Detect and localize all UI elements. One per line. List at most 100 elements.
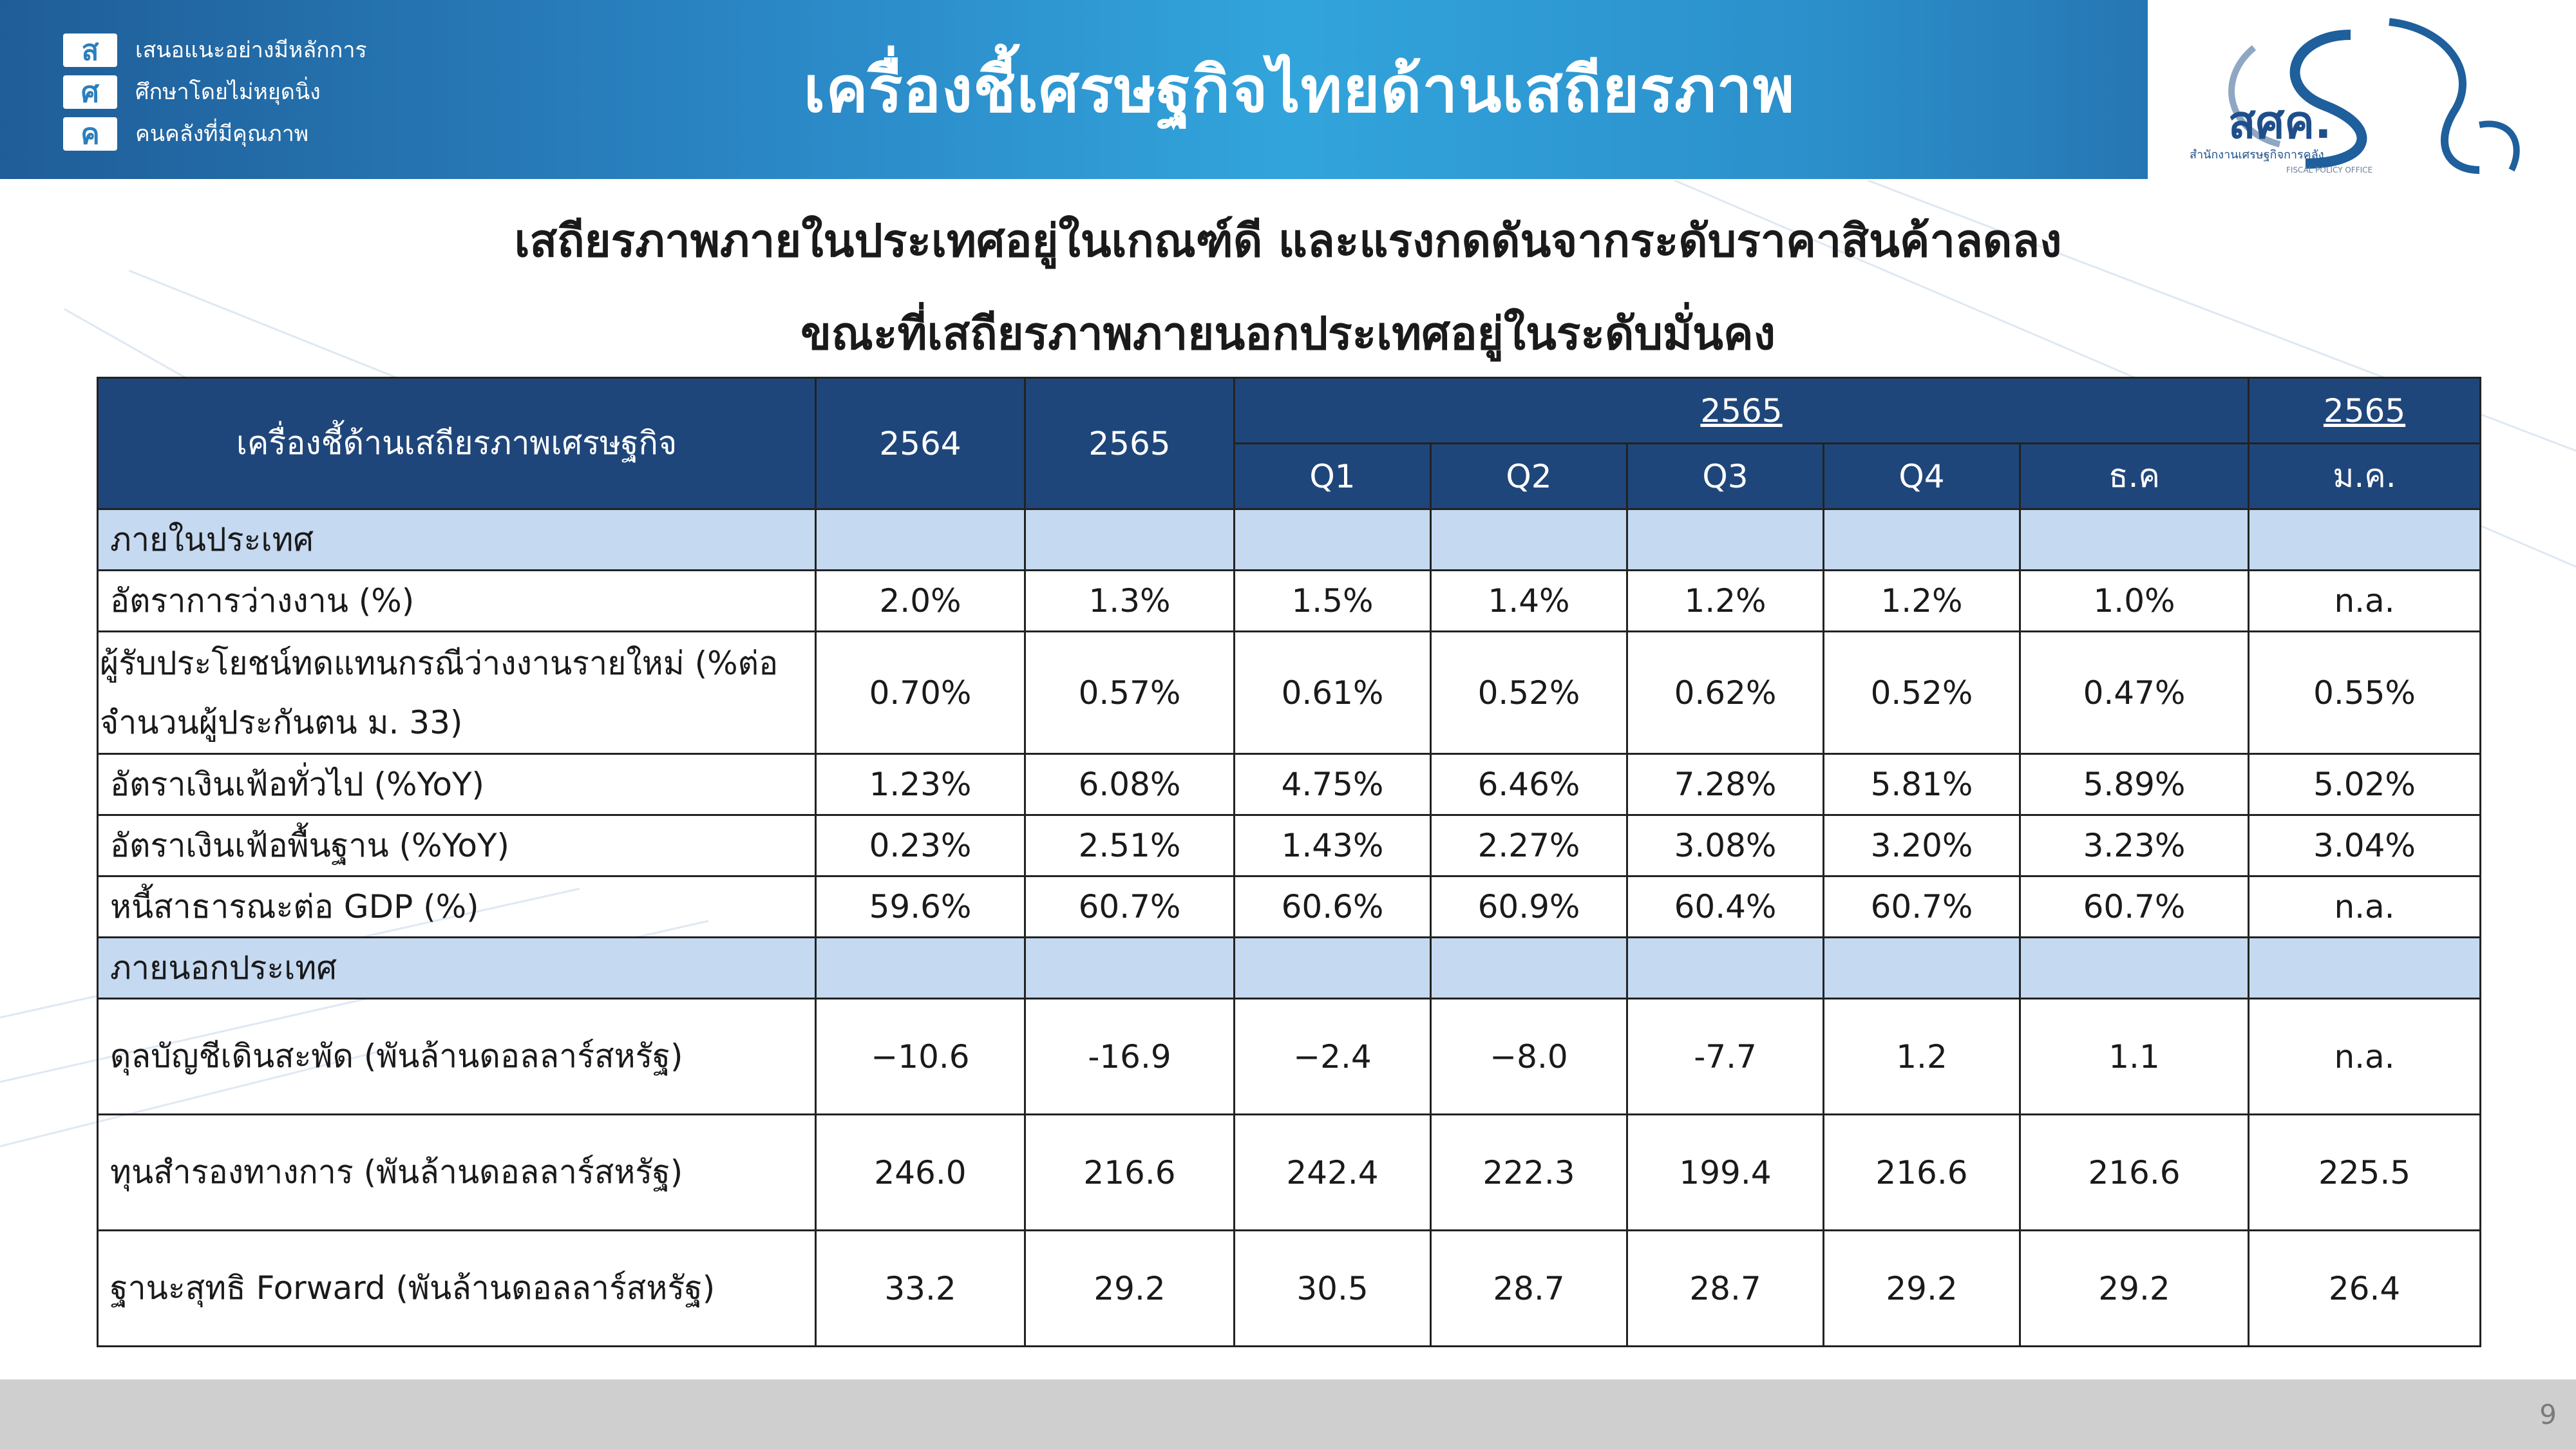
row-label: หนี้สาธารณะต่อ GDP (%) xyxy=(97,875,817,938)
table-row: ทุนสำรองทางการ (พันล้านดอลลาร์สหรัฐ) 246… xyxy=(97,1113,2482,1231)
header-group-2565: 2565 xyxy=(1233,377,2250,444)
cell-value: n.a. xyxy=(2248,569,2482,632)
header-group-month: 2565 xyxy=(2248,377,2482,444)
header-dec: ธ.ค xyxy=(2018,442,2250,510)
cell-value: 216.6 xyxy=(1823,1113,2021,1231)
cell-value: 1.2% xyxy=(1823,569,2021,632)
cell-value: 29.2 xyxy=(1823,1229,2021,1347)
cell-value: 5.89% xyxy=(2018,753,2250,816)
cell-value: 59.6% xyxy=(815,875,1026,938)
cell-value: −2.4 xyxy=(1233,998,1432,1115)
org-logo-letter: ส xyxy=(63,33,117,67)
cell-value: 26.4 xyxy=(2248,1229,2482,1347)
cell-value: 0.47% xyxy=(2018,630,2250,755)
table-row: ฐานะสุทธิ Forward (พันล้านดอลลาร์สหรัฐ) … xyxy=(97,1229,2482,1347)
cell-value: 33.2 xyxy=(815,1229,1026,1347)
org-slogan: เสนอแนะอย่างมีหลักการ ศึกษาโดยไม่หยุดนิ่… xyxy=(135,33,367,151)
cell-value: 1.2% xyxy=(1626,569,1824,632)
cell-value: n.a. xyxy=(2248,998,2482,1115)
row-label: ผู้รับประโยชน์ทดแทนกรณีว่างงานรายใหม่ (%… xyxy=(97,630,817,755)
cell-value: 0.23% xyxy=(815,814,1026,877)
cell-value: n.a. xyxy=(2248,875,2482,938)
cell-value: 1.3% xyxy=(1024,569,1235,632)
header-indicator: เครื่องชี้ด้านเสถียรภาพเศรษฐกิจ xyxy=(97,377,817,510)
row-label: ดุลบัญชีเดินสะพัด (พันล้านดอลลาร์สหรัฐ) xyxy=(97,998,817,1115)
cell-value: 222.3 xyxy=(1430,1113,1628,1231)
header-q1: Q1 xyxy=(1233,442,1432,510)
cell-value: 1.23% xyxy=(815,753,1026,816)
cell-value: 0.57% xyxy=(1024,630,1235,755)
cell-value: 2.0% xyxy=(815,569,1026,632)
cell-value: 60.9% xyxy=(1430,875,1628,938)
cell-value: 1.1 xyxy=(2018,998,2250,1115)
cell-value: 28.7 xyxy=(1430,1229,1628,1347)
table-header-row: เครื่องชี้ด้านเสถียรภาพเศรษฐกิจ 2564 256… xyxy=(97,377,2482,510)
cell-value: 1.2 xyxy=(1823,998,2021,1115)
cell-value: 1.43% xyxy=(1233,814,1432,877)
cell-value: 216.6 xyxy=(2018,1113,2250,1231)
slogan-line: คนคลังที่มีคุณภาพ xyxy=(135,121,309,147)
cell-value: 60.6% xyxy=(1233,875,1432,938)
table-row: อัตราเงินเฟ้อทั่วไป (%YoY) 1.23% 6.08% 4… xyxy=(97,753,2482,816)
org-logo: ส ศ ค xyxy=(63,33,117,151)
stability-indicators-table: เครื่องชี้ด้านเสถียรภาพเศรษฐกิจ 2564 256… xyxy=(97,377,2482,1347)
row-label: ทุนสำรองทางการ (พันล้านดอลลาร์สหรัฐ) xyxy=(97,1113,817,1231)
cell-value: 3.04% xyxy=(2248,814,2482,877)
cell-value: 60.7% xyxy=(1823,875,2021,938)
cell-value: 216.6 xyxy=(1024,1113,1235,1231)
cell-value: 1.4% xyxy=(1430,569,1628,632)
cell-value: 3.20% xyxy=(1823,814,2021,877)
cell-value: 4.75% xyxy=(1233,753,1432,816)
cell-value: 30.5 xyxy=(1233,1229,1432,1347)
ministry-logo-caption-en: FISCAL POLICY OFFICE xyxy=(2286,166,2372,175)
cell-value: 7.28% xyxy=(1626,753,1824,816)
subtitle-line-1: เสถียรภาพภายในประเทศอยู่ในเกณฑ์ดี และแรง… xyxy=(514,214,2062,267)
cell-value: 199.4 xyxy=(1626,1113,1824,1231)
cell-value: 242.4 xyxy=(1233,1113,1432,1231)
cell-value: −8.0 xyxy=(1430,998,1628,1115)
cell-value: -7.7 xyxy=(1626,998,1824,1115)
row-label: อัตราเงินเฟ้อพื้นฐาน (%YoY) xyxy=(97,814,817,877)
row-label-line: จำนวนผู้ประกันตน ม. 33) xyxy=(100,703,463,741)
row-label-line: ผู้รับประโยชน์ทดแทนกรณีว่างงานรายใหม่ (%… xyxy=(100,644,779,682)
header-q4: Q4 xyxy=(1823,442,2021,510)
cell-value: 5.02% xyxy=(2248,753,2482,816)
table-row: อัตราเงินเฟ้อพื้นฐาน (%YoY) 0.23% 2.51% … xyxy=(97,814,2482,877)
cell-value: 225.5 xyxy=(2248,1113,2482,1231)
header-year-2565: 2565 xyxy=(1024,377,1235,510)
cell-value: 246.0 xyxy=(815,1113,1026,1231)
table-row: ดุลบัญชีเดินสะพัด (พันล้านดอลลาร์สหรัฐ) … xyxy=(97,998,2482,1115)
section-label-external: ภายนอกประเทศ xyxy=(97,936,817,999)
subtitle-line-2: ขณะที่เสถียรภาพภายนอกประเทศอยู่ในระดับมั… xyxy=(800,307,1776,360)
cell-value: 5.81% xyxy=(1823,753,2021,816)
cell-value: 60.7% xyxy=(1024,875,1235,938)
row-label: ฐานะสุทธิ Forward (พันล้านดอลลาร์สหรัฐ) xyxy=(97,1229,817,1347)
cell-value: 0.62% xyxy=(1626,630,1824,755)
cell-value: 29.2 xyxy=(2018,1229,2250,1347)
footer-bar: 9 xyxy=(0,1379,2576,1449)
header-year-2564: 2564 xyxy=(815,377,1026,510)
cell-value: 6.08% xyxy=(1024,753,1235,816)
header-q2: Q2 xyxy=(1430,442,1628,510)
cell-value: 60.4% xyxy=(1626,875,1824,938)
cell-value: 60.7% xyxy=(2018,875,2250,938)
cell-value: 29.2 xyxy=(1024,1229,1235,1347)
cell-value: 28.7 xyxy=(1626,1229,1824,1347)
table-row: อัตราการว่างงาน (%) 2.0% 1.3% 1.5% 1.4% … xyxy=(97,569,2482,632)
cell-value: -16.9 xyxy=(1024,998,1235,1115)
cell-value: 0.52% xyxy=(1430,630,1628,755)
slogan-line: ศึกษาโดยไม่หยุดนิ่ง xyxy=(135,79,321,105)
section-row-external: ภายนอกประเทศ xyxy=(97,936,2482,999)
cell-value: −10.6 xyxy=(815,998,1026,1115)
cell-value: 0.55% xyxy=(2248,630,2482,755)
cell-value: 3.08% xyxy=(1626,814,1824,877)
cell-value: 2.51% xyxy=(1024,814,1235,877)
row-label: อัตราการว่างงาน (%) xyxy=(97,569,817,632)
page-number: 9 xyxy=(2539,1399,2557,1430)
org-logo-letter: ค xyxy=(63,117,117,151)
slogan-line: เสนอแนะอย่างมีหลักการ xyxy=(135,37,367,63)
section-label-domestic: ภายในประเทศ xyxy=(97,508,817,571)
cell-value: 0.61% xyxy=(1233,630,1432,755)
table-row: หนี้สาธารณะต่อ GDP (%) 59.6% 60.7% 60.6%… xyxy=(97,875,2482,938)
header-banner: ส ศ ค เสนอแนะอย่างมีหลักการ ศึกษาโดยไม่ห… xyxy=(0,0,2148,179)
